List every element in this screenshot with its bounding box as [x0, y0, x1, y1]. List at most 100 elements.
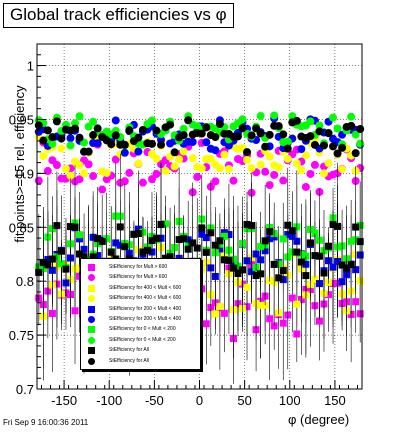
data-point — [134, 147, 143, 156]
data-point — [80, 253, 88, 261]
data-point — [288, 294, 296, 302]
data-point — [147, 116, 156, 125]
data-point — [61, 164, 70, 173]
data-point — [261, 167, 270, 176]
y-tick-label: 0.9 — [16, 166, 34, 181]
data-point — [220, 309, 228, 317]
axis-ticks: -150 -100 -50 0 50 100 150 0.7 0.75 0.8 0.85 0.9 0.9… — [9, 54, 358, 408]
data-point — [179, 147, 188, 156]
data-point — [157, 220, 165, 228]
data-point — [284, 221, 292, 229]
data-point — [288, 227, 296, 235]
data-point — [157, 140, 166, 149]
x-axis-label: φ (degree) — [288, 412, 350, 427]
data-point — [179, 124, 188, 133]
data-point — [57, 260, 65, 268]
legend-marker — [88, 357, 95, 365]
data-point — [233, 132, 242, 141]
data-point — [338, 143, 347, 152]
data-point — [279, 266, 287, 274]
data-point — [107, 140, 116, 149]
data-point — [39, 152, 48, 161]
data-point — [334, 222, 342, 230]
data-point — [75, 112, 84, 121]
data-point — [175, 155, 184, 164]
data-point — [356, 125, 365, 134]
data-point — [152, 234, 160, 242]
data-point — [143, 246, 151, 254]
data-point — [261, 142, 270, 151]
data-point — [279, 130, 288, 139]
data-point — [39, 259, 47, 267]
data-point — [301, 151, 310, 160]
data-point — [333, 124, 342, 133]
data-point — [274, 163, 283, 172]
data-point — [243, 220, 251, 228]
data-point — [310, 140, 319, 149]
data-point — [338, 165, 347, 174]
data-point — [120, 148, 129, 157]
data-point — [347, 237, 355, 245]
x-tick-label: 100 — [279, 393, 301, 408]
data-point — [297, 166, 306, 175]
data-point — [315, 317, 323, 325]
data-point — [48, 139, 57, 148]
data-point — [52, 117, 61, 126]
data-point — [247, 164, 256, 173]
legend-marker — [88, 316, 95, 323]
x-tick-label: 0 — [196, 393, 203, 408]
data-point — [175, 236, 183, 244]
data-point — [193, 172, 202, 181]
data-point — [66, 223, 74, 231]
legend-marker — [88, 326, 95, 334]
data-point — [220, 256, 228, 264]
data-point — [134, 133, 143, 142]
data-point — [234, 270, 242, 278]
x-tick-label: -100 — [96, 393, 122, 408]
data-point — [66, 134, 75, 143]
data-point — [130, 230, 138, 238]
data-point — [125, 126, 134, 135]
data-point — [89, 131, 98, 140]
data-point — [75, 133, 84, 142]
data-point — [166, 253, 174, 261]
data-point — [107, 248, 115, 256]
data-point — [148, 237, 156, 245]
data-point — [120, 140, 129, 149]
data-point — [76, 231, 84, 239]
data-point — [256, 129, 265, 138]
data-point — [310, 160, 319, 169]
data-point — [211, 146, 220, 155]
data-point — [197, 129, 206, 138]
data-point — [189, 239, 197, 247]
legend-marker — [88, 284, 95, 292]
data-point — [43, 126, 52, 135]
data-point — [347, 121, 356, 130]
data-point — [266, 315, 274, 323]
data-point — [48, 133, 57, 142]
data-point — [134, 229, 142, 237]
data-point — [57, 144, 66, 153]
data-point — [243, 148, 252, 157]
data-point — [188, 137, 197, 146]
data-point — [52, 161, 61, 170]
data-point — [89, 253, 97, 261]
data-point — [302, 272, 310, 280]
data-point — [247, 131, 256, 140]
data-point — [297, 145, 306, 154]
data-point — [306, 169, 315, 178]
data-point — [93, 124, 102, 133]
data-point — [329, 113, 338, 122]
data-point — [265, 181, 274, 190]
data-point — [306, 239, 314, 247]
legend-marker — [88, 336, 95, 344]
y-tick-label: 0.85 — [9, 220, 34, 235]
data-point — [188, 154, 197, 163]
data-point — [152, 169, 161, 178]
data-point — [333, 149, 342, 158]
data-point — [261, 301, 269, 309]
data-point — [265, 130, 274, 139]
data-point — [265, 152, 274, 161]
chart-title: Global track efficiencies vs φ — [3, 3, 234, 28]
data-point — [356, 139, 365, 148]
